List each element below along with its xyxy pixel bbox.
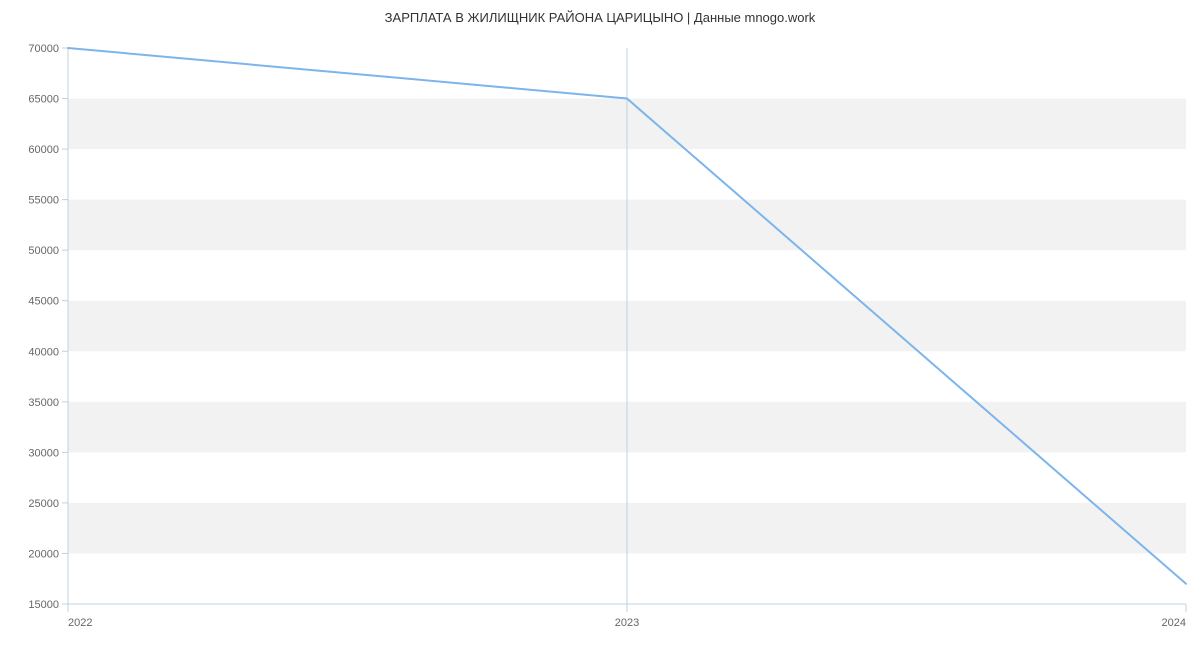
chart-svg: 15000 20000 25000 30000 35000 40000 45000 50000… xyxy=(0,0,1200,650)
y-tick-label: 65000 xyxy=(28,94,59,106)
y-tick-label: 55000 xyxy=(28,195,59,207)
y-tick-label: 45000 xyxy=(28,296,59,308)
salary-line-chart: ЗАРПЛАТА В ЖИЛИЩНИК РАЙОНА ЦАРИЦЫНО | Да… xyxy=(0,0,1200,650)
y-tick-label: 70000 xyxy=(28,43,59,55)
y-tick-label: 20000 xyxy=(28,548,59,560)
y-tick-label: 30000 xyxy=(28,447,59,459)
y-tick-label: 15000 xyxy=(28,599,59,611)
x-tick-label: 2022 xyxy=(68,617,92,629)
y-tick-label: 25000 xyxy=(28,498,59,510)
y-tick-label: 50000 xyxy=(28,245,59,257)
x-tick-label: 2024 xyxy=(1162,617,1186,629)
y-tick-label: 35000 xyxy=(28,397,59,409)
x-tick-label: 2023 xyxy=(615,617,639,629)
y-tick-label: 40000 xyxy=(28,346,59,358)
y-tick-label: 60000 xyxy=(28,144,59,156)
chart-title: ЗАРПЛАТА В ЖИЛИЩНИК РАЙОНА ЦАРИЦЫНО | Да… xyxy=(0,10,1200,25)
